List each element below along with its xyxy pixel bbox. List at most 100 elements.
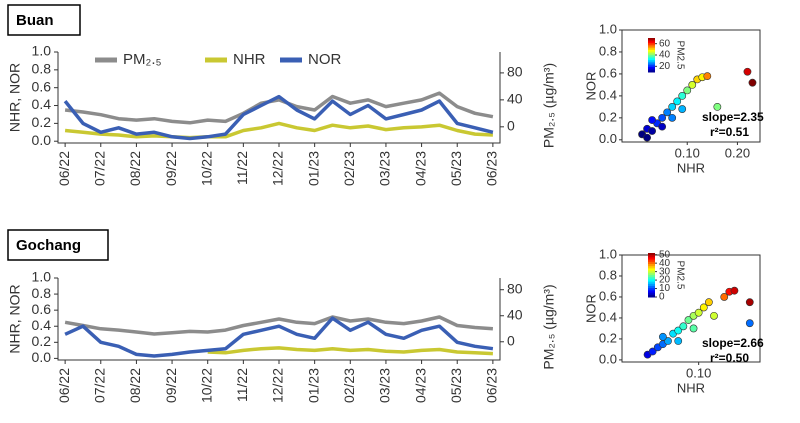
colorbar-tick-label: 10 <box>659 283 671 294</box>
y-tick-label: 0.2 <box>599 330 617 345</box>
y-tick-label: 0.8 <box>599 43 617 58</box>
scatter-point <box>678 91 687 100</box>
y-axis-label: NOR <box>583 294 598 323</box>
colorbar-segment <box>648 43 655 46</box>
panel-title: Buan <box>16 12 54 29</box>
series-line <box>64 91 494 125</box>
colorbar-tick-label: 40 <box>659 258 671 269</box>
scatter-point <box>648 347 657 356</box>
colorbar-segment <box>648 48 655 51</box>
y-tick-label: 0.8 <box>32 61 52 77</box>
title-box <box>7 229 109 261</box>
x-tick-label: 06/22 <box>56 368 72 403</box>
scatter-point <box>658 122 667 131</box>
scatter-point <box>674 337 683 345</box>
colorbar-segment <box>648 259 655 263</box>
x-tick-label: 12/22 <box>270 368 286 403</box>
scatter-point <box>743 67 752 76</box>
x-tick-label: 05/23 <box>448 368 464 403</box>
y-tick-label: 0.4 <box>599 87 617 102</box>
scatter-point <box>673 97 682 106</box>
x-tick-label: 05/23 <box>448 151 464 186</box>
scatter-point <box>710 311 718 320</box>
y-tick-label: 0.2 <box>599 109 617 124</box>
y-tick-label: 0.0 <box>599 351 617 366</box>
x-tick-label: 04/23 <box>412 368 428 403</box>
colorbar-segment <box>648 63 655 66</box>
scatter-point <box>699 303 708 312</box>
annotation: r²=0.51 <box>710 125 749 139</box>
scatter-point <box>689 324 698 333</box>
x-tick-label: 06/23 <box>484 151 500 186</box>
x-tick-label: 11/22 <box>234 368 250 402</box>
scatter-point <box>703 72 712 81</box>
colorbar-segment <box>648 294 655 298</box>
x-tick-label: 01/23 <box>305 368 321 403</box>
colorbar-segment <box>648 255 655 258</box>
x-tick-label: 10/22 <box>198 151 214 186</box>
y-tick-label: 0.8 <box>32 285 52 301</box>
x-tick-label: 08/22 <box>127 368 143 403</box>
colorbar-tick-label: 50 <box>659 249 671 260</box>
x-tick-label: 09/22 <box>163 368 179 403</box>
colorbar-segment <box>648 66 655 70</box>
y2-tick-label: 0 <box>507 118 515 134</box>
colorbar-tick-label: 0 <box>659 292 665 303</box>
colorbar-tick-label: 60 <box>659 38 671 49</box>
scatter-point <box>668 102 677 111</box>
scatter-point <box>688 81 697 89</box>
y-tick-label: 0.4 <box>32 317 52 333</box>
colorbar-segment <box>648 279 655 283</box>
scatter-point <box>679 322 688 331</box>
colorbar-segment <box>648 257 655 261</box>
x-tick-label: 04/23 <box>412 151 428 186</box>
colorbar-label: PM2.5 <box>674 41 685 70</box>
scatter-point <box>683 86 692 95</box>
colorbar-segment <box>648 58 655 61</box>
colorbar-segment <box>648 44 655 47</box>
colorbar-segment <box>648 56 655 59</box>
colorbar-segment <box>648 70 655 73</box>
scatter-point <box>748 78 757 87</box>
colorbar-segment <box>648 68 655 71</box>
scatter-point <box>658 332 667 341</box>
y-tick-label: 0.4 <box>32 96 52 112</box>
scatter-point <box>664 337 672 345</box>
x-tick-label: 03/23 <box>377 151 393 186</box>
scatter-point <box>663 108 672 117</box>
scatter-point <box>684 316 693 324</box>
annotation: slope=2.66 <box>702 336 764 350</box>
series-line <box>63 94 494 141</box>
scatter-point <box>678 105 687 113</box>
x-tick-label: 08/22 <box>127 151 143 186</box>
x-tick-label: 11/22 <box>234 151 250 185</box>
y2-tick-label: 80 <box>507 280 523 296</box>
colorbar-segment <box>648 53 655 56</box>
y-tick-label: 0.2 <box>32 333 52 349</box>
colorbar-segment <box>648 38 655 41</box>
x-tick-label: 0.10 <box>675 145 700 160</box>
y2-tick-label: 40 <box>507 306 523 322</box>
colorbar-segment <box>648 55 655 58</box>
x-axis-label: NHR <box>677 380 705 395</box>
title-box <box>7 4 81 36</box>
colorbar-segment <box>648 264 655 267</box>
x-tick-label: 09/22 <box>163 151 179 186</box>
scatter-point <box>713 102 722 111</box>
x-tick-label: 12/22 <box>270 151 286 186</box>
colorbar-segment <box>648 275 655 278</box>
y-axis-label: NOR <box>583 72 598 101</box>
colorbar-segment <box>648 39 655 42</box>
x-tick-label: 03/23 <box>377 368 393 403</box>
series-line <box>207 346 493 356</box>
y-tick-label: 0.0 <box>599 131 617 146</box>
colorbar-segment <box>648 46 655 49</box>
y-axis-label: NHR, NOR <box>7 284 23 353</box>
x-tick-label: 06/23 <box>484 368 500 403</box>
colorbar-segment <box>648 270 655 274</box>
annotation: slope=2.35 <box>702 110 764 124</box>
legend-label: NHR <box>233 51 266 68</box>
x-tick-label: 06/22 <box>56 151 72 186</box>
colorbar-segment <box>648 268 655 272</box>
colorbar-segment <box>648 60 655 63</box>
